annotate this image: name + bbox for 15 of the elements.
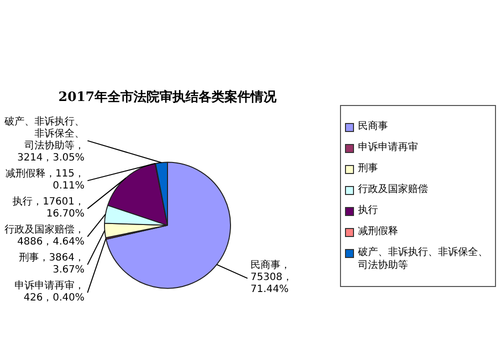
legend-label: 刑事 bbox=[358, 162, 378, 175]
data-label: 刑事，3864，3.67% bbox=[19, 251, 84, 276]
data-label: 减刑假释，115，0.11% bbox=[5, 167, 84, 192]
legend-label: 民商事 bbox=[358, 120, 388, 133]
data-label: 申诉申请再审，426，0.40% bbox=[14, 279, 84, 304]
data-label: 破产、非诉执行、非诉保全、司法协助等，3214，3.05% bbox=[4, 115, 84, 164]
legend-label: 减刑假释 bbox=[358, 225, 398, 238]
legend-label: 行政及国家赔偿 bbox=[358, 183, 428, 196]
legend-label: 执行 bbox=[358, 204, 378, 217]
data-label: 执行，17601，16.70% bbox=[12, 195, 84, 220]
legend-label: 破产、非诉执行、非诉保全、司法协助等 bbox=[358, 246, 489, 272]
chart-title: 2017年全市法院审执结各类案件情况 bbox=[58, 89, 278, 106]
legend-label: 申诉申请再审 bbox=[358, 141, 418, 154]
data-label: 行政及国家赔偿，4886，4.64% bbox=[4, 223, 84, 248]
data-label: 民商事，75308，71.44% bbox=[250, 258, 292, 295]
